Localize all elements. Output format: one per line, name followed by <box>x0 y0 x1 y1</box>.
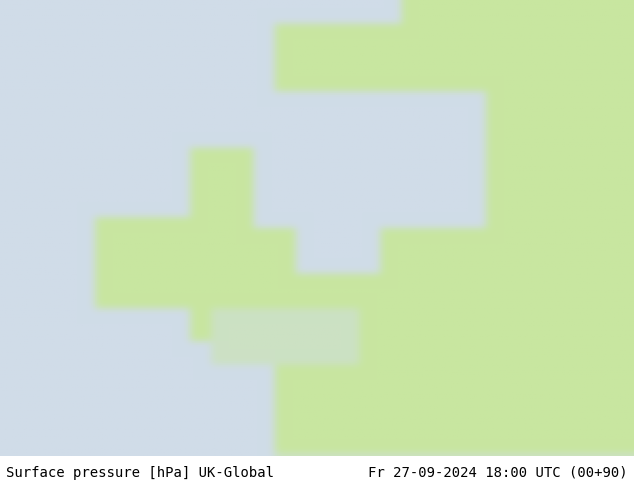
Text: Surface pressure [hPa] UK-Global: Surface pressure [hPa] UK-Global <box>6 466 275 480</box>
Text: Fr 27-09-2024 18:00 UTC (00+90): Fr 27-09-2024 18:00 UTC (00+90) <box>368 466 628 480</box>
